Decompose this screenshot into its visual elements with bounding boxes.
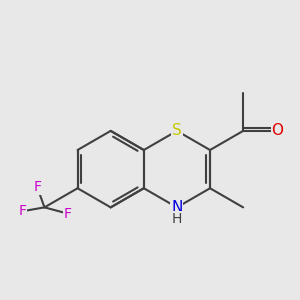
Text: F: F <box>64 207 72 221</box>
Text: H: H <box>172 212 182 226</box>
Text: S: S <box>172 123 182 138</box>
Text: F: F <box>33 180 41 194</box>
Text: F: F <box>18 204 26 218</box>
Text: N: N <box>171 200 183 215</box>
Text: O: O <box>272 123 284 138</box>
